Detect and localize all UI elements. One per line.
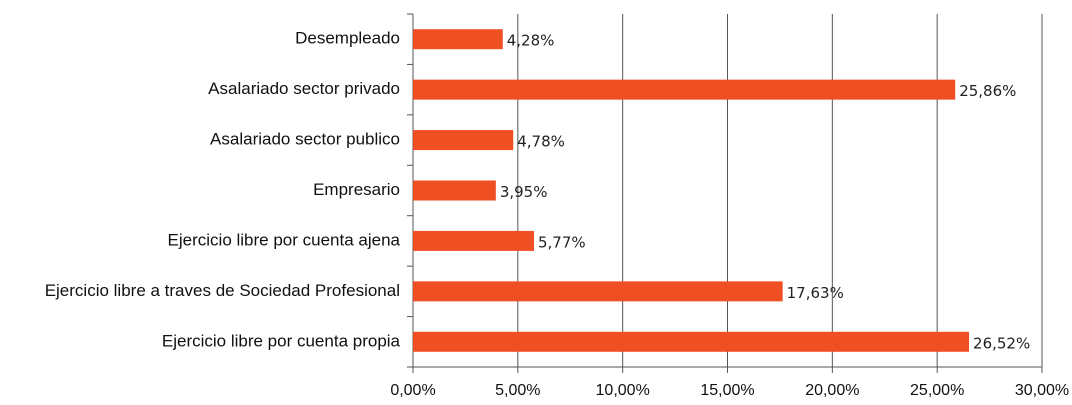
- y-tick-label: Desempleado: [295, 29, 400, 48]
- y-tick-label: Ejercicio libre por cuenta ajena: [168, 230, 401, 249]
- x-tick-label: 25,00%: [910, 382, 964, 399]
- bar: [413, 180, 496, 201]
- x-tick-label: 20,00%: [805, 382, 859, 399]
- value-label: 3,95%: [500, 183, 548, 201]
- x-tick-label: 30,00%: [1015, 382, 1069, 399]
- bar: [413, 331, 970, 352]
- bar: [413, 79, 956, 100]
- x-tick-label: 15,00%: [700, 382, 754, 399]
- value-label: 25,86%: [959, 82, 1016, 100]
- bar: [413, 230, 534, 251]
- bar: [413, 130, 514, 151]
- value-label: 4,28%: [507, 32, 555, 50]
- value-label: 5,77%: [538, 233, 586, 251]
- y-tick-label: Ejercicio libre a traves de Sociedad Pro…: [45, 281, 400, 300]
- bar: [413, 281, 783, 302]
- y-tick-label: Ejercicio libre por cuenta propia: [162, 331, 401, 350]
- bar: [413, 29, 503, 50]
- y-tick-label: Asalariado sector privado: [208, 79, 400, 98]
- x-tick-label: 5,00%: [495, 382, 540, 399]
- value-label: 17,63%: [787, 284, 844, 302]
- value-label: 26,52%: [973, 334, 1030, 352]
- x-tick-label: 0,00%: [390, 382, 435, 399]
- y-tick-label: Empresario: [313, 180, 400, 199]
- y-tick-label: Asalariado sector publico: [210, 130, 400, 149]
- value-label: 4,78%: [517, 133, 565, 151]
- x-tick-label: 10,00%: [596, 382, 650, 399]
